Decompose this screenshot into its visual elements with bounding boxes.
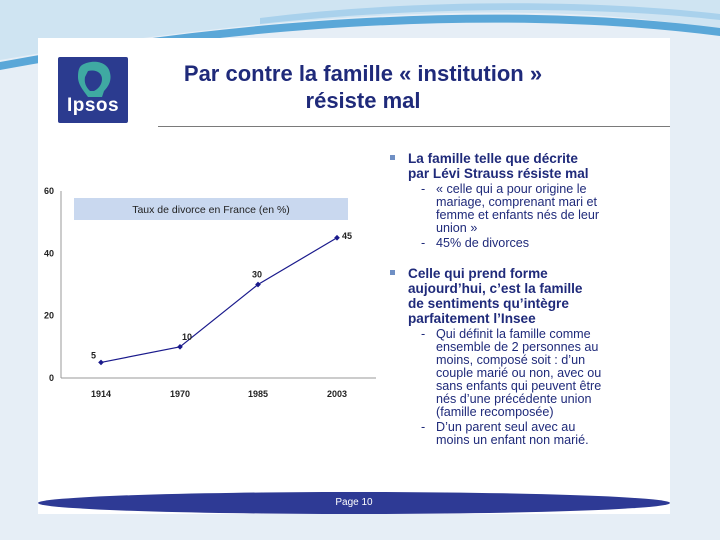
ipsos-logo: Ipsos: [58, 57, 128, 123]
y-tick-label: 20: [44, 311, 54, 321]
sub-line: D’un parent seul avec au: [436, 420, 576, 434]
x-tick-label: 1985: [248, 389, 268, 399]
data-point: [334, 234, 340, 241]
bullet-lévi-strauss: La famille telle que décrite par Lévi St…: [386, 151, 638, 181]
sub-line: moins, composé soit : d’un: [436, 353, 586, 367]
data-point: [177, 344, 183, 350]
sub-line: 45% de divorces: [436, 236, 530, 250]
data-label: 45: [342, 231, 352, 241]
title-divider: [158, 126, 670, 127]
data-label: 30: [252, 270, 262, 280]
bullet-line: Celle qui prend forme: [408, 266, 548, 281]
sub-line: moins un enfant non marié.: [436, 433, 589, 447]
sub-item-insee-definition: - Qui définit la famille comme ensemble …: [386, 328, 638, 419]
dash-icon: -: [421, 182, 426, 196]
data-label: 5: [91, 350, 96, 360]
bullet-line: par Lévi Strauss résiste mal: [408, 166, 589, 181]
text-column: La famille telle que décrite par Lévi St…: [386, 151, 638, 447]
slide-title-line: Par contre la famille « institution »: [183, 61, 543, 86]
sub-item-definition: - « celle qui a pour origine le mariage,…: [386, 183, 638, 235]
slide: Ipsos Par contre la famille « institutio…: [38, 38, 670, 514]
x-tick-label: 1970: [170, 389, 190, 399]
slide-title: Par contre la famille « institution » ré…: [163, 60, 563, 114]
sub-line: mariage, comprenant mari et: [436, 195, 597, 209]
chart-title-band: [74, 198, 348, 220]
x-tick-label: 2003: [327, 389, 347, 399]
sub-line: union »: [436, 221, 478, 235]
y-tick-label: 40: [44, 248, 54, 258]
data-point: [98, 359, 104, 366]
face-icon: [78, 61, 111, 97]
sub-line: sans enfants qui peuvent être: [436, 379, 602, 393]
sub-line: (famille recomposée): [436, 405, 554, 419]
x-tick-label: 1914: [91, 389, 111, 399]
bullet-line: La famille telle que décrite: [408, 151, 578, 166]
chart-title: Taux de divorce en France (en %): [132, 204, 290, 216]
logo-text: Ipsos: [66, 95, 120, 116]
sub-line: couple marié ou non, avec ou: [436, 366, 602, 380]
sub-item-single-parent: - D’un parent seul avec au moins un enfa…: [386, 421, 638, 447]
page-number: Page 10: [335, 497, 373, 508]
bullet-line: de sentiments qu’intègre: [408, 296, 569, 311]
bullet-line: parfaitement l’Insee: [408, 311, 536, 326]
divorce-rate-chart: Taux de divorce en France (en %) 0 20 40 60…: [44, 186, 376, 399]
dash-icon: -: [421, 236, 426, 250]
data-point: [255, 281, 261, 288]
sub-line: femme et enfants nés de leur: [436, 208, 600, 222]
series-line: [100, 237, 338, 364]
dash-icon: -: [421, 420, 426, 434]
sub-item-divorce-rate: - 45% de divorces: [386, 237, 638, 250]
footer-bar: [38, 492, 670, 514]
bullet-line: aujourd’hui, c’est la famille: [408, 281, 583, 296]
y-tick-label: 60: [44, 186, 54, 196]
sub-line: Qui définit la famille comme: [436, 327, 591, 341]
sub-line: « celle qui a pour origine le: [436, 182, 587, 196]
square-bullet-icon: [390, 270, 395, 275]
square-bullet-icon: [390, 155, 395, 160]
slide-title-line: résiste mal: [305, 88, 421, 113]
y-tick-label: 0: [49, 373, 54, 383]
sub-line: ensemble de 2 personnes au: [436, 340, 599, 354]
dash-icon: -: [421, 327, 426, 341]
data-label: 10: [182, 332, 192, 342]
bullet-famille-sentiments: Celle qui prend forme aujourd’hui, c’est…: [386, 266, 638, 326]
sub-line: nés d’une précédente union: [436, 392, 592, 406]
